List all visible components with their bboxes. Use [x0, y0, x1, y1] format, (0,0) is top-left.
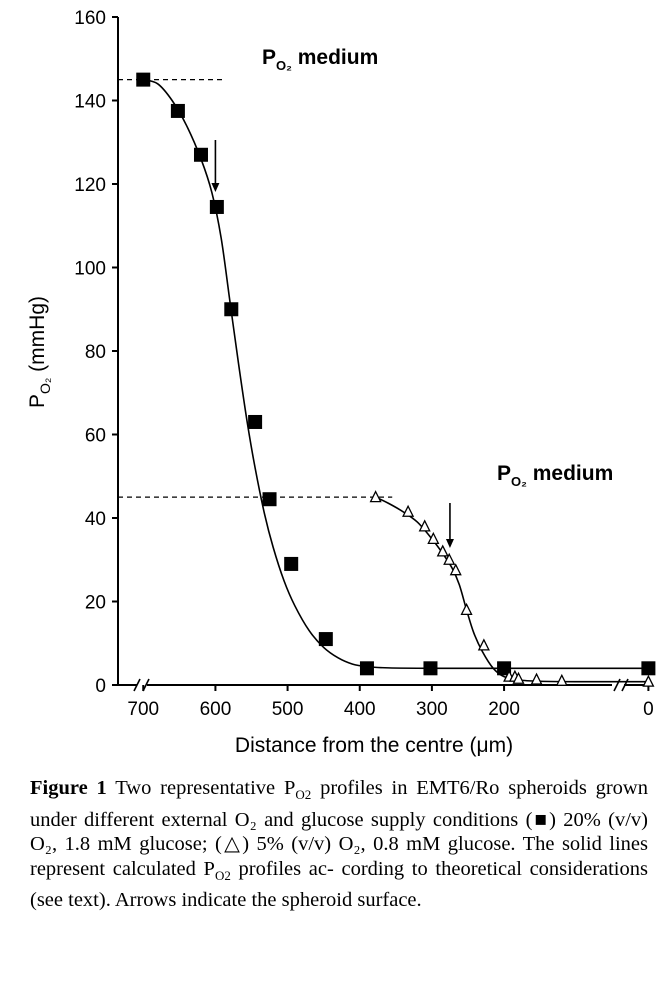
reference-line-label: PO₂ medium	[262, 46, 378, 73]
reference-label-main: P	[262, 46, 276, 69]
y-axis-title: PO₂ (mmHg)	[26, 296, 53, 408]
x-axis-title: Distance from the centre (μm)	[235, 734, 513, 757]
figure-caption: Figure 1 Two representative PO2 profiles…	[30, 776, 648, 913]
reference-line-label: PO₂ medium	[497, 462, 613, 489]
data-point-square	[170, 103, 185, 118]
y-axis-title-group: PO₂ (mmHg)	[26, 296, 53, 408]
reference-label-subscript: O₂	[276, 58, 292, 73]
reference-label-rest: medium	[527, 462, 613, 485]
caption-line: cording to theoretical considerations (s…	[30, 857, 648, 912]
data-point-triangle	[418, 519, 431, 532]
surface-arrow-series-2	[445, 503, 454, 548]
x-tick-label: 300	[416, 699, 448, 720]
fit-curve-series-2	[375, 496, 649, 683]
caption-line: indicate the spheroid surface.	[181, 889, 422, 912]
data-point-square	[136, 72, 151, 87]
data-point-triangle	[402, 504, 415, 517]
x-tick-label: 500	[272, 699, 304, 720]
caption-line: EMT6/Ro spheroids grown under different …	[30, 777, 648, 831]
y-tick-label: 0	[95, 676, 106, 697]
data-markers	[136, 72, 656, 687]
data-point-square	[423, 661, 438, 676]
data-point-square	[359, 661, 374, 676]
x-tick-label: 600	[200, 699, 232, 720]
data-point-triangle	[530, 672, 543, 685]
data-point-triangle	[427, 531, 440, 545]
reference-label-subscript: O₂	[511, 474, 527, 489]
y-tick-label: 20	[85, 593, 106, 614]
y-tick-label: 40	[85, 509, 106, 530]
arrow-head	[211, 183, 220, 192]
y-axis-title-main: P	[26, 394, 49, 408]
axis-break-mark	[133, 678, 141, 692]
caption-line: and glucose supply conditions (■) 20% (v…	[30, 808, 648, 856]
data-point-triangle	[512, 671, 525, 684]
data-point-triangle	[436, 544, 449, 557]
data-point-triangle	[555, 673, 568, 686]
caption-body: Two representative PO2 profiles in EMT6/…	[30, 777, 648, 911]
data-point-triangle	[443, 552, 456, 565]
data-point-square	[284, 556, 299, 571]
axes	[112, 16, 652, 692]
y-tick-label: 120	[74, 175, 106, 196]
data-point-square	[318, 632, 333, 647]
y-tick-label: 140	[74, 92, 106, 113]
fit-curves	[143, 78, 649, 683]
data-point-square	[641, 661, 656, 676]
data-point-triangle	[460, 602, 473, 615]
y-tick-label: 60	[85, 426, 106, 447]
reference-label-rest: medium	[292, 46, 378, 69]
x-tick-label: 400	[344, 699, 376, 720]
data-point-triangle	[477, 638, 490, 651]
y-tick-label: 160	[74, 8, 106, 29]
data-point-triangle	[449, 563, 462, 576]
axis-break-mark	[613, 678, 621, 692]
figure-label: Figure 1	[30, 777, 107, 799]
data-point-square	[224, 302, 239, 317]
arrow-head	[445, 539, 454, 548]
data-point-square	[262, 492, 277, 507]
caption-line: Two representative PO2 profiles in	[115, 777, 408, 803]
surface-arrows	[211, 140, 454, 548]
data-point-square	[209, 199, 224, 214]
y-axis-title-subscript: O₂	[37, 378, 53, 394]
data-point-triangle	[642, 674, 655, 687]
caption-line: 1.8 mM glucose; (△) 5% (v/v) O₂, 0.8 mM …	[64, 833, 516, 856]
data-point-square	[497, 661, 512, 676]
y-tick-label: 100	[74, 259, 106, 280]
x-tick-label: 200	[488, 699, 520, 720]
reference-label-main: P	[497, 462, 511, 485]
caption-line: The solid lines represent calculated PO2…	[30, 833, 648, 883]
data-point-triangle	[369, 490, 382, 503]
axis-labels: 0 20 40 60 80 100 120 140 160 700 600 500 400 300 200 0…	[26, 8, 654, 757]
data-point-square	[193, 147, 208, 162]
data-point-square	[248, 414, 263, 429]
x-tick-label: 700	[127, 699, 159, 720]
x-tick-label: 0	[643, 699, 654, 720]
y-tick-label: 80	[85, 342, 106, 363]
surface-arrow-series-1	[211, 140, 220, 192]
fit-curve-series-1	[143, 78, 649, 670]
y-axis-title-unit: (mmHg)	[26, 296, 49, 378]
